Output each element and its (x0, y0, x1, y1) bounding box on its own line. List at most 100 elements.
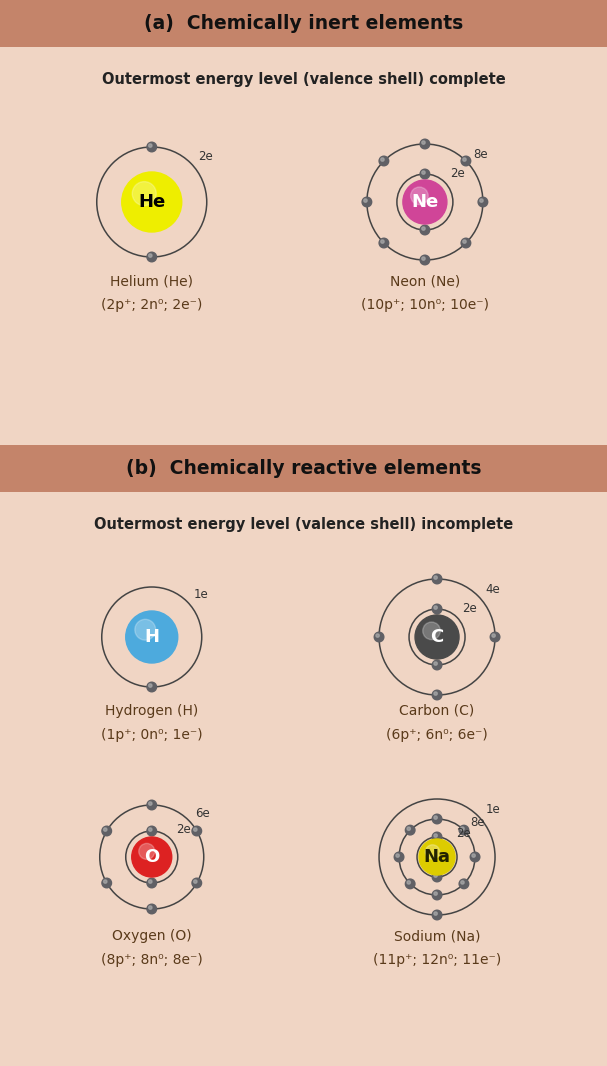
Circle shape (432, 872, 442, 882)
Circle shape (434, 815, 437, 820)
Circle shape (104, 828, 107, 831)
Text: 8e: 8e (470, 815, 485, 828)
Text: Carbon (C): Carbon (C) (399, 704, 475, 718)
Circle shape (362, 197, 371, 207)
Circle shape (434, 911, 437, 916)
Circle shape (463, 240, 466, 243)
Circle shape (459, 879, 469, 889)
Circle shape (420, 225, 430, 235)
Circle shape (461, 881, 464, 884)
Text: H: H (144, 628, 159, 646)
Text: Hydrogen (H): Hydrogen (H) (105, 704, 198, 718)
Circle shape (434, 874, 437, 877)
Circle shape (194, 879, 197, 884)
Circle shape (122, 172, 181, 232)
Text: Outermost energy level (valence shell) complete: Outermost energy level (valence shell) c… (101, 71, 506, 86)
Text: (2p⁺; 2n⁰; 2e⁻): (2p⁺; 2n⁰; 2e⁻) (101, 298, 203, 312)
Circle shape (132, 181, 156, 206)
Text: 6e: 6e (195, 807, 211, 820)
Circle shape (432, 890, 442, 900)
Circle shape (432, 833, 442, 842)
Circle shape (432, 690, 442, 699)
Circle shape (434, 662, 437, 665)
Circle shape (434, 692, 437, 695)
Circle shape (422, 257, 425, 260)
Text: 8e: 8e (473, 148, 488, 161)
Circle shape (104, 879, 107, 884)
Circle shape (396, 854, 399, 857)
Circle shape (147, 253, 157, 262)
Circle shape (422, 227, 425, 230)
Circle shape (432, 814, 442, 824)
Circle shape (422, 141, 425, 144)
Circle shape (419, 839, 455, 875)
Circle shape (149, 684, 152, 688)
Circle shape (192, 878, 202, 888)
Circle shape (132, 837, 172, 877)
Circle shape (147, 682, 157, 692)
Text: (b)  Chemically reactive elements: (b) Chemically reactive elements (126, 459, 481, 478)
Circle shape (434, 834, 437, 837)
Circle shape (149, 144, 152, 147)
Circle shape (420, 140, 430, 149)
Circle shape (434, 605, 437, 610)
Text: 1e: 1e (194, 587, 209, 601)
Circle shape (379, 157, 388, 166)
Circle shape (102, 878, 112, 888)
Circle shape (376, 634, 379, 637)
Text: He: He (138, 193, 165, 211)
Circle shape (490, 632, 500, 642)
Text: C: C (430, 628, 444, 646)
Circle shape (422, 623, 440, 640)
Circle shape (459, 825, 469, 835)
Text: (8p⁺; 8n⁰; 8e⁻): (8p⁺; 8n⁰; 8e⁻) (101, 953, 203, 967)
Circle shape (364, 199, 367, 203)
Text: Na: Na (424, 847, 450, 866)
Circle shape (405, 825, 415, 835)
Circle shape (147, 904, 157, 914)
Circle shape (407, 881, 410, 884)
Circle shape (422, 171, 425, 174)
Circle shape (432, 910, 442, 920)
Circle shape (394, 852, 404, 861)
Circle shape (149, 879, 152, 884)
Circle shape (434, 892, 437, 895)
Text: Helium (He): Helium (He) (110, 274, 193, 288)
Circle shape (434, 576, 437, 579)
Circle shape (432, 660, 442, 669)
Text: (11p⁺; 12n⁰; 11e⁻): (11p⁺; 12n⁰; 11e⁻) (373, 953, 501, 967)
Text: Sodium (Na): Sodium (Na) (394, 928, 480, 943)
Circle shape (461, 238, 470, 247)
Circle shape (407, 827, 410, 830)
FancyBboxPatch shape (0, 445, 607, 451)
Text: (a)  Chemically inert elements: (a) Chemically inert elements (144, 14, 463, 33)
Circle shape (135, 619, 155, 640)
Circle shape (147, 142, 157, 151)
Text: (1p⁺; 0n⁰; 1e⁻): (1p⁺; 0n⁰; 1e⁻) (101, 728, 203, 742)
Circle shape (405, 879, 415, 889)
Circle shape (147, 878, 157, 888)
Circle shape (463, 158, 466, 161)
Text: Neon (Ne): Neon (Ne) (390, 274, 460, 288)
Circle shape (432, 604, 442, 614)
Circle shape (461, 157, 470, 166)
FancyBboxPatch shape (0, 47, 607, 445)
Text: 2e: 2e (463, 602, 477, 615)
Circle shape (375, 632, 384, 642)
Text: O: O (144, 847, 160, 866)
Circle shape (147, 826, 157, 836)
Text: 2e: 2e (450, 167, 465, 180)
Circle shape (192, 826, 202, 836)
Text: (6p⁺; 6n⁰; 6e⁻): (6p⁺; 6n⁰; 6e⁻) (386, 728, 488, 742)
Circle shape (149, 254, 152, 257)
Text: 1e: 1e (486, 803, 500, 815)
Circle shape (492, 634, 495, 637)
Text: (10p⁺; 10n⁰; 10e⁻): (10p⁺; 10n⁰; 10e⁻) (361, 298, 489, 312)
Circle shape (149, 802, 152, 805)
Text: 4e: 4e (486, 583, 500, 596)
Circle shape (426, 844, 439, 859)
Circle shape (379, 238, 388, 247)
Circle shape (147, 801, 157, 810)
Circle shape (470, 852, 480, 861)
Text: Oxygen (O): Oxygen (O) (112, 928, 192, 943)
